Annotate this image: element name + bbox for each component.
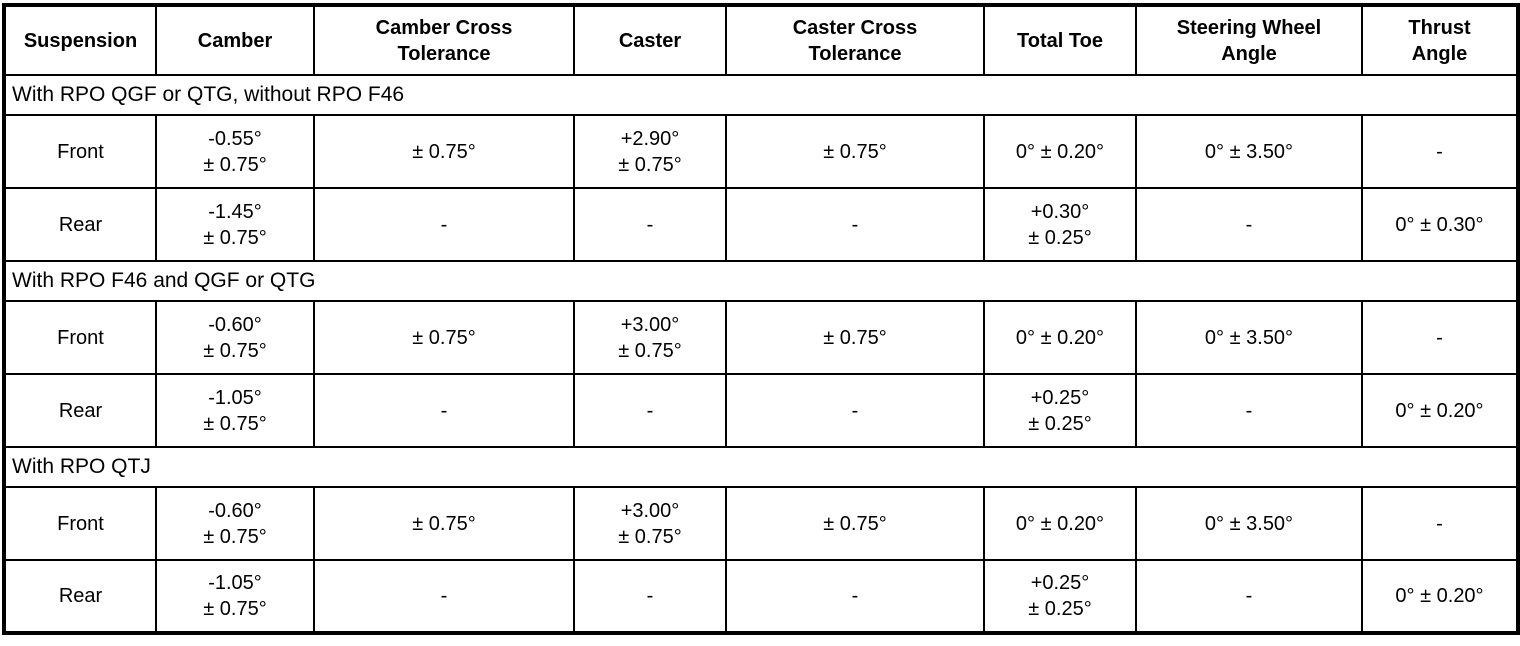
cell-total-toe: 0° ± 0.20° (983, 114, 1137, 189)
header-steering-wheel-angle: Steering Wheel Angle (1135, 4, 1363, 76)
cell-total-toe: 0° ± 0.20° (983, 300, 1137, 375)
alignment-spec-table: Suspension Camber Camber Cross Tolerance… (2, 3, 1520, 635)
section-title: With RPO QTJ (3, 446, 1519, 488)
cell-camber: -0.55° ± 0.75° (155, 114, 315, 189)
cell-steering-wheel-angle: - (1135, 187, 1363, 262)
cell-camber-cross-tolerance: ± 0.75° (313, 486, 575, 561)
cell-camber: -1.05° ± 0.75° (155, 373, 315, 448)
table-row: Rear -1.05° ± 0.75° - - - +0.25° ± 0.25°… (3, 373, 1519, 448)
header-row: Suspension Camber Camber Cross Tolerance… (3, 4, 1519, 76)
cell-steering-wheel-angle: 0° ± 3.50° (1135, 114, 1363, 189)
cell-caster: - (573, 187, 727, 262)
table-row: Front -0.60° ± 0.75° ± 0.75° +3.00° ± 0.… (3, 300, 1519, 375)
cell-thrust-angle: - (1361, 300, 1519, 375)
section-title: With RPO F46 and QGF or QTG (3, 260, 1519, 302)
cell-total-toe: +0.25° ± 0.25° (983, 373, 1137, 448)
table-row: Rear -1.05° ± 0.75° - - - +0.25° ± 0.25°… (3, 559, 1519, 634)
cell-thrust-angle: - (1361, 114, 1519, 189)
cell-camber: -1.05° ± 0.75° (155, 559, 315, 634)
cell-steering-wheel-angle: 0° ± 3.50° (1135, 300, 1363, 375)
cell-camber-cross-tolerance: ± 0.75° (313, 300, 575, 375)
cell-total-toe: +0.25° ± 0.25° (983, 559, 1137, 634)
table-row: Front -0.55° ± 0.75° ± 0.75° +2.90° ± 0.… (3, 114, 1519, 189)
table-row: Rear -1.45° ± 0.75° - - - +0.30° ± 0.25°… (3, 187, 1519, 262)
cell-total-toe: +0.30° ± 0.25° (983, 187, 1137, 262)
header-camber-cross-tolerance: Camber Cross Tolerance (313, 4, 575, 76)
header-suspension: Suspension (3, 4, 157, 76)
section-title: With RPO QGF or QTG, without RPO F46 (3, 74, 1519, 116)
header-caster: Caster (573, 4, 727, 76)
cell-caster-cross-tolerance: ± 0.75° (725, 486, 985, 561)
cell-thrust-angle: - (1361, 486, 1519, 561)
header-camber: Camber (155, 4, 315, 76)
cell-camber: -0.60° ± 0.75° (155, 486, 315, 561)
cell-caster: +3.00° ± 0.75° (573, 300, 727, 375)
cell-caster: +3.00° ± 0.75° (573, 486, 727, 561)
cell-caster-cross-tolerance: - (725, 187, 985, 262)
cell-suspension: Front (3, 486, 157, 561)
header-thrust-angle: Thrust Angle (1361, 4, 1519, 76)
cell-camber-cross-tolerance: - (313, 373, 575, 448)
cell-caster: - (573, 559, 727, 634)
cell-suspension: Front (3, 300, 157, 375)
section-header-row: With RPO QGF or QTG, without RPO F46 (3, 74, 1519, 116)
cell-steering-wheel-angle: - (1135, 373, 1363, 448)
cell-thrust-angle: 0° ± 0.20° (1361, 373, 1519, 448)
cell-suspension: Front (3, 114, 157, 189)
cell-caster-cross-tolerance: - (725, 373, 985, 448)
cell-thrust-angle: 0° ± 0.30° (1361, 187, 1519, 262)
header-caster-cross-tolerance: Caster Cross Tolerance (725, 4, 985, 76)
cell-steering-wheel-angle: - (1135, 559, 1363, 634)
cell-suspension: Rear (3, 559, 157, 634)
cell-total-toe: 0° ± 0.20° (983, 486, 1137, 561)
cell-camber-cross-tolerance: - (313, 559, 575, 634)
section-header-row: With RPO F46 and QGF or QTG (3, 260, 1519, 302)
cell-caster-cross-tolerance: ± 0.75° (725, 114, 985, 189)
section-header-row: With RPO QTJ (3, 446, 1519, 488)
cell-thrust-angle: 0° ± 0.20° (1361, 559, 1519, 634)
cell-caster: - (573, 373, 727, 448)
cell-camber-cross-tolerance: - (313, 187, 575, 262)
table-row: Front -0.60° ± 0.75° ± 0.75° +3.00° ± 0.… (3, 486, 1519, 561)
cell-caster-cross-tolerance: - (725, 559, 985, 634)
cell-camber-cross-tolerance: ± 0.75° (313, 114, 575, 189)
cell-camber: -0.60° ± 0.75° (155, 300, 315, 375)
cell-steering-wheel-angle: 0° ± 3.50° (1135, 486, 1363, 561)
cell-caster-cross-tolerance: ± 0.75° (725, 300, 985, 375)
header-total-toe: Total Toe (983, 4, 1137, 76)
cell-camber: -1.45° ± 0.75° (155, 187, 315, 262)
cell-suspension: Rear (3, 187, 157, 262)
cell-suspension: Rear (3, 373, 157, 448)
cell-caster: +2.90° ± 0.75° (573, 114, 727, 189)
